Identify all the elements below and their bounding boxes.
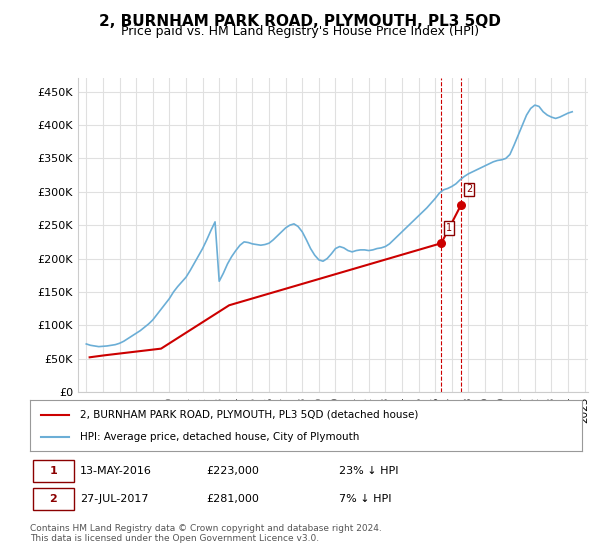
Text: £223,000: £223,000 [206, 466, 260, 476]
Text: 2, BURNHAM PARK ROAD, PLYMOUTH, PL3 5QD: 2, BURNHAM PARK ROAD, PLYMOUTH, PL3 5QD [99, 14, 501, 29]
Point [437, 239, 446, 248]
FancyBboxPatch shape [33, 488, 74, 510]
Text: 7% ↓ HPI: 7% ↓ HPI [339, 494, 392, 505]
Text: 2, BURNHAM PARK ROAD, PLYMOUTH, PL3 5QD (detached house): 2, BURNHAM PARK ROAD, PLYMOUTH, PL3 5QD … [80, 409, 418, 419]
Text: Contains HM Land Registry data © Crown copyright and database right 2024.
This d: Contains HM Land Registry data © Crown c… [30, 524, 382, 543]
Point [457, 200, 466, 209]
Text: 1: 1 [446, 223, 452, 233]
Text: 13-MAY-2016: 13-MAY-2016 [80, 466, 152, 476]
Text: £281,000: £281,000 [206, 494, 260, 505]
Text: HPI: Average price, detached house, City of Plymouth: HPI: Average price, detached house, City… [80, 432, 359, 442]
Text: 27-JUL-2017: 27-JUL-2017 [80, 494, 148, 505]
Text: Price paid vs. HM Land Registry's House Price Index (HPI): Price paid vs. HM Land Registry's House … [121, 25, 479, 38]
FancyBboxPatch shape [33, 460, 74, 482]
Text: 2: 2 [49, 494, 57, 505]
Text: 1: 1 [49, 466, 57, 476]
Text: 23% ↓ HPI: 23% ↓ HPI [339, 466, 398, 476]
Text: 2: 2 [466, 184, 472, 194]
